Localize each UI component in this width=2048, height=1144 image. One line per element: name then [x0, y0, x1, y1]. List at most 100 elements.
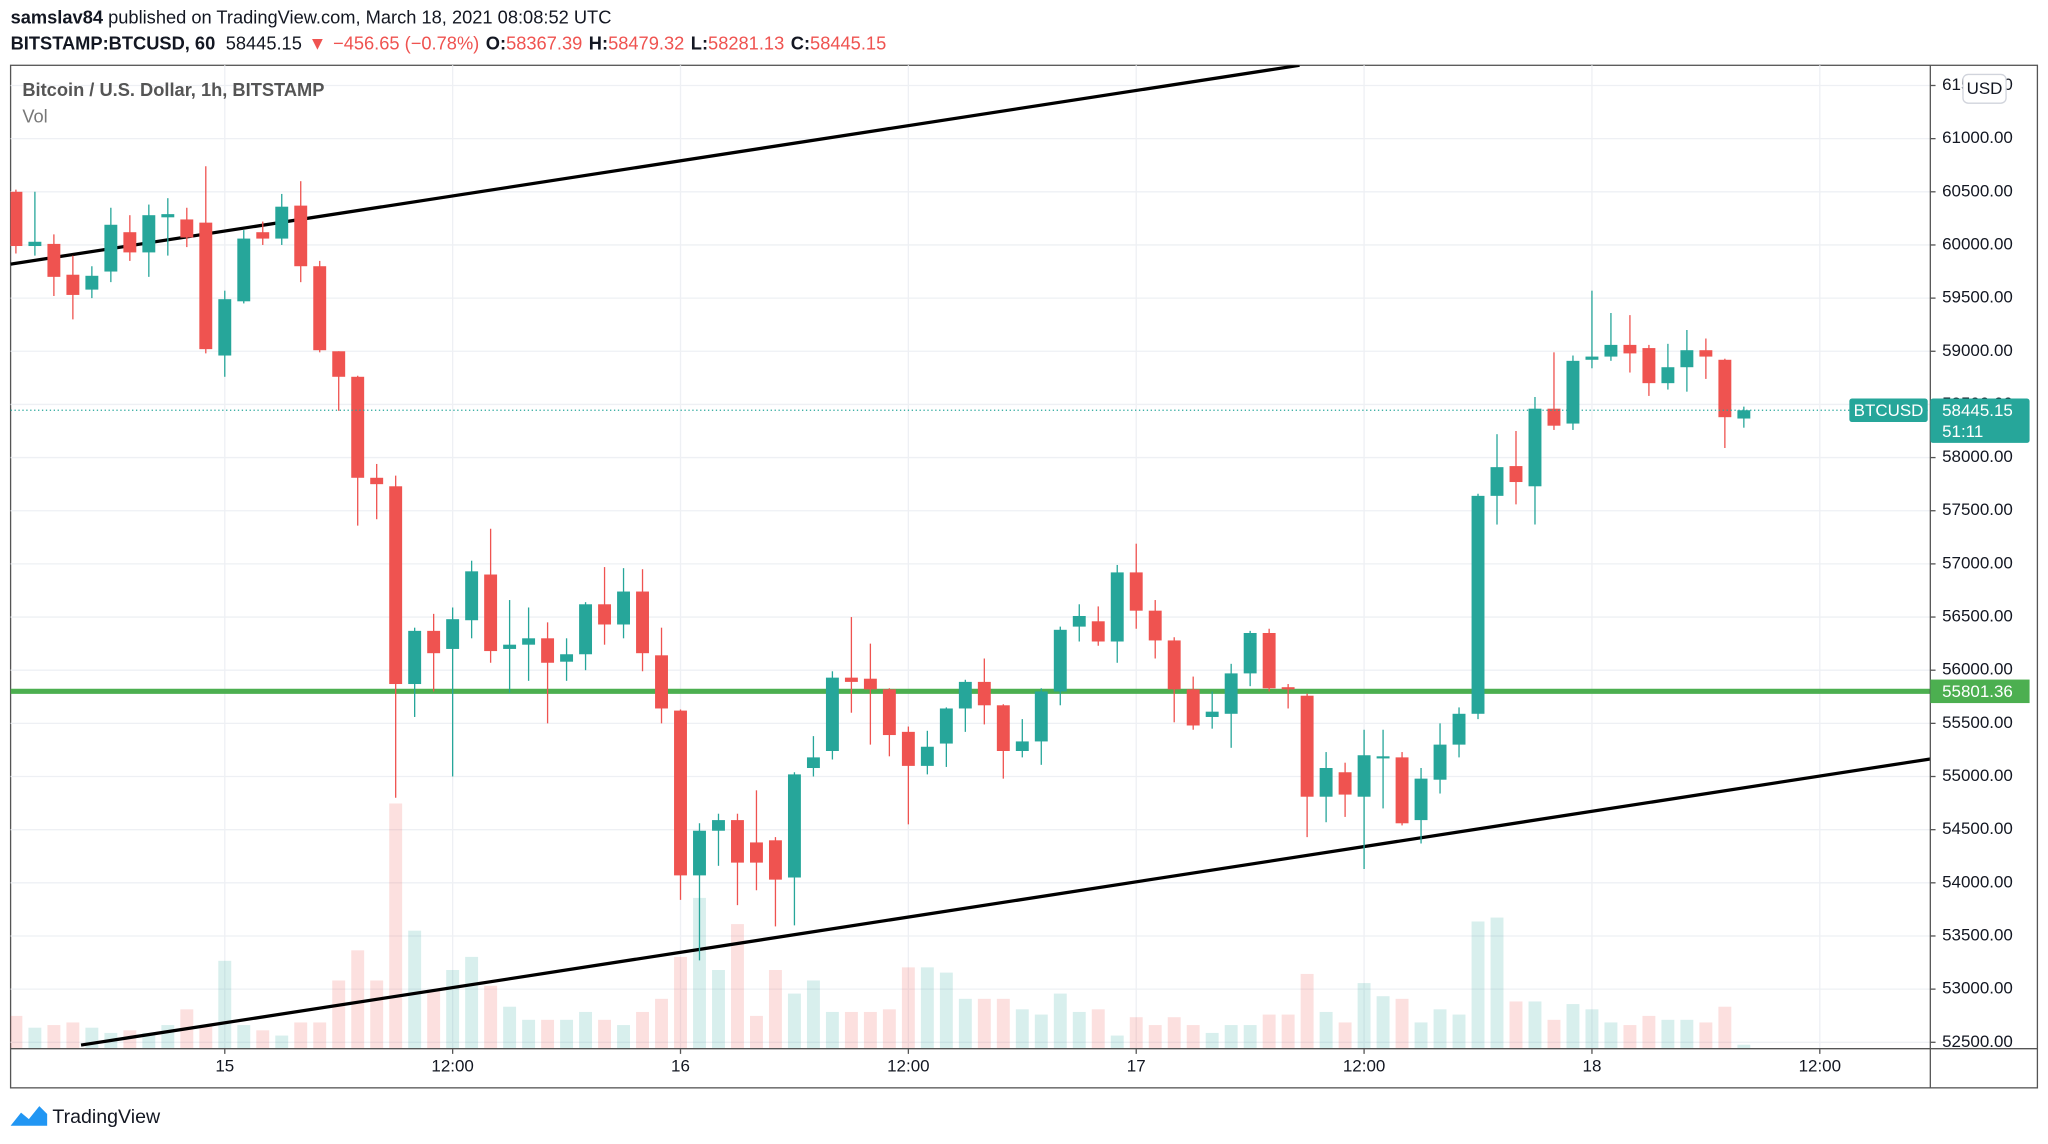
- candle-body: [655, 655, 668, 709]
- volume-bar: [10, 1015, 23, 1049]
- candle-body: [1243, 632, 1257, 674]
- author: samslav84: [11, 6, 104, 27]
- candle-body: [1186, 689, 1200, 726]
- x-tick-label: 12:00: [1799, 1056, 1841, 1075]
- volume-bar: [1129, 1017, 1143, 1049]
- volume-bar: [996, 998, 1010, 1049]
- candle-body: [1072, 615, 1086, 627]
- candle-body: [1585, 356, 1599, 360]
- candle-body: [85, 275, 99, 290]
- candle-body: [920, 746, 934, 766]
- candle-body: [389, 486, 403, 685]
- volume-bar: [636, 1011, 649, 1049]
- candle-body: [275, 206, 289, 239]
- candle-body: [693, 830, 706, 876]
- candle-body: [674, 710, 687, 876]
- volume-bar: [1680, 1019, 1694, 1049]
- candle-body: [617, 591, 630, 625]
- label-layer: 52500.00 53000.00 53500.00 54000.00 54500.00…: [215, 73, 2030, 1075]
- candle-body: [332, 351, 346, 377]
- volume-bar: [1471, 921, 1485, 1049]
- candle-body: [1357, 755, 1371, 797]
- level-label: 55801.36: [1942, 682, 2013, 701]
- volume-bar: [1699, 1022, 1713, 1049]
- candle-body: [446, 619, 460, 649]
- candle-body: [1699, 350, 1713, 357]
- volume-bar: [1414, 1022, 1428, 1049]
- volume-bar: [958, 998, 972, 1049]
- y-tick-label: 58000.00: [1942, 447, 2013, 466]
- volume-bar: [503, 1006, 517, 1049]
- open-value: 58367.39: [506, 32, 582, 53]
- candle-body: [541, 638, 555, 663]
- volume-bar: [1509, 1001, 1523, 1049]
- candle-body: [351, 376, 365, 478]
- volume-bar: [313, 1022, 327, 1049]
- candle-body: [1414, 778, 1428, 821]
- low-label: L:: [691, 32, 708, 53]
- volume-bar: [66, 1022, 80, 1049]
- candle-body: [1452, 713, 1466, 745]
- volume-bar: [1300, 973, 1314, 1049]
- last-price-label: 58445.15: [1942, 401, 2013, 420]
- volume-bar: [920, 967, 934, 1049]
- volume-bar: [256, 1030, 270, 1049]
- volume-bar: [1091, 1009, 1105, 1049]
- candle-body: [1015, 741, 1029, 751]
- high-value: 58479.32: [608, 32, 684, 53]
- candle-body: [731, 820, 744, 863]
- candle-body: [180, 219, 194, 238]
- volume-bar: [294, 1022, 308, 1049]
- volume-bar: [617, 1025, 630, 1049]
- currency-label: USD: [1967, 79, 2003, 98]
- volume-bar: [1338, 1022, 1352, 1049]
- brand: TradingView: [52, 1106, 161, 1128]
- arrow: ▼: [308, 32, 326, 53]
- volume-bar: [1205, 1032, 1219, 1049]
- y-tick-label: 55500.00: [1942, 713, 2013, 732]
- candle-body: [1262, 632, 1276, 689]
- volume-bar: [484, 985, 498, 1049]
- x-tick-label: 18: [1583, 1056, 1602, 1075]
- volume-bar: [1034, 1014, 1048, 1049]
- volume-bar: [1566, 1004, 1580, 1049]
- volume-bar: [977, 998, 991, 1049]
- symbol: BITSTAMP:BTCUSD, 60: [11, 32, 216, 53]
- candle-body: [1224, 673, 1238, 714]
- candle-body: [1167, 640, 1181, 690]
- volume-bar: [882, 1009, 896, 1049]
- y-tick-label: 53000.00: [1942, 979, 2013, 998]
- candle-body: [10, 191, 23, 247]
- candle-body: [1129, 572, 1143, 611]
- symbol-box: [1849, 398, 1928, 423]
- volume-bar: [1148, 1025, 1162, 1049]
- volume-bar: [806, 980, 820, 1049]
- volume-bar: [1053, 993, 1067, 1049]
- x-tick-label: 12:00: [1343, 1056, 1385, 1075]
- volume-bar: [560, 1019, 574, 1049]
- volume-bar: [161, 1025, 175, 1049]
- candle-body: [844, 677, 858, 682]
- candle-layer: [10, 166, 1931, 961]
- y-tick-label: 57000.00: [1942, 553, 2013, 572]
- candle-body: [1547, 408, 1561, 426]
- volume-bar: [1547, 1019, 1561, 1049]
- y-tick-label: 59500.00: [1942, 288, 2013, 307]
- open-label: O:: [486, 32, 506, 53]
- volume-bar: [1262, 1014, 1276, 1049]
- candle-body: [1034, 691, 1048, 742]
- volume-bar: [1015, 1009, 1029, 1049]
- y-tick-label: 53500.00: [1942, 925, 2013, 944]
- candle-body: [882, 689, 896, 736]
- chart-frame: [9, 64, 2039, 1089]
- change: −456.65 (−0.78%): [333, 32, 479, 53]
- volume-bar: [579, 1011, 593, 1049]
- candle-body: [825, 677, 839, 751]
- volume-bar: [1167, 1017, 1181, 1049]
- volume-bar: [863, 1011, 877, 1049]
- candle-body: [199, 222, 213, 350]
- trend-line: [10, 65, 1300, 266]
- candle-body: [28, 241, 42, 247]
- volume-bar: [825, 1011, 839, 1049]
